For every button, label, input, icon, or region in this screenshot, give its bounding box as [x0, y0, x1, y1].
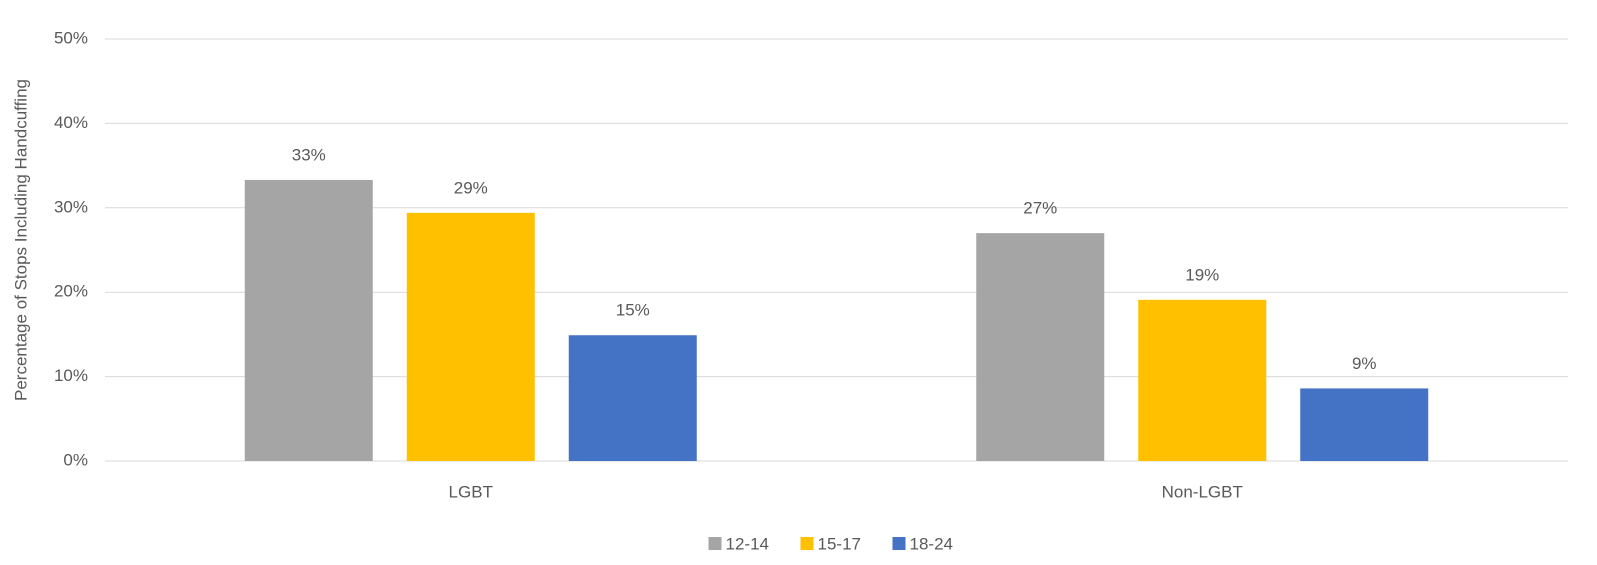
bar — [245, 180, 373, 461]
bar — [976, 233, 1104, 461]
y-tick-label: 0% — [63, 450, 88, 469]
legend-swatch — [709, 537, 722, 550]
legend-label: 15-17 — [818, 534, 861, 553]
y-tick-label: 40% — [54, 113, 88, 132]
value-label: 15% — [616, 301, 650, 320]
y-axis-label: Percentage of Stops Including Handcuffin… — [11, 79, 30, 401]
value-label: 33% — [292, 145, 326, 164]
bar — [1300, 388, 1428, 461]
bar — [1138, 300, 1266, 461]
legend-swatch — [801, 537, 814, 550]
y-tick-label: 10% — [54, 366, 88, 385]
bar — [407, 213, 535, 461]
legend-label: 12-14 — [726, 534, 769, 553]
value-label: 29% — [454, 178, 488, 197]
value-label: 27% — [1023, 199, 1057, 218]
y-tick-label: 50% — [54, 28, 88, 47]
value-label: 9% — [1352, 354, 1377, 373]
y-tick-label: 20% — [54, 282, 88, 301]
x-tick-label: Non-LGBT — [1162, 482, 1243, 501]
y-tick-label: 30% — [54, 197, 88, 216]
x-tick-label: LGBT — [449, 482, 493, 501]
legend-swatch — [893, 537, 906, 550]
bar — [569, 335, 697, 461]
value-label: 19% — [1185, 265, 1219, 284]
legend-label: 18-24 — [910, 534, 953, 553]
chart: Percentage of Stops Including Handcuffin… — [0, 0, 1597, 565]
